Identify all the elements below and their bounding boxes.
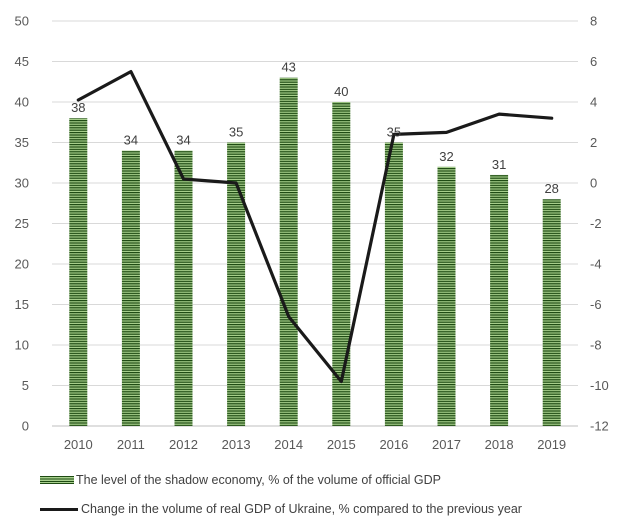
y-right-tick-label: -6: [590, 297, 602, 312]
y-right-tick-label: -2: [590, 216, 602, 231]
y-left-tick-label: 35: [15, 135, 29, 150]
bar-data-label: 32: [439, 149, 453, 164]
y-left-tick-label: 5: [22, 378, 29, 393]
x-tick-label: 2017: [432, 437, 461, 452]
y-left-tick-label: 50: [15, 14, 29, 29]
x-tick-label: 2012: [169, 437, 198, 452]
y-left-tick-label: 30: [15, 176, 29, 191]
legend-item-real-gdp: Change in the volume of real GDP of Ukra…: [40, 502, 522, 516]
x-tick-label: 2018: [485, 437, 514, 452]
bar-data-label: 35: [229, 125, 243, 140]
legend-swatch-bar: [40, 476, 74, 484]
x-tick-label: 2016: [379, 437, 408, 452]
right-axis-ticks: -12 -10 -8 -6 -4 -2 0 2 4 6 8: [590, 14, 609, 434]
y-left-tick-label: 45: [15, 54, 29, 69]
bar-series: [69, 77, 561, 427]
y-left-tick-label: 15: [15, 297, 29, 312]
data-labels: 38 34 34 35 43 40 35 32 31 28: [71, 60, 559, 197]
bar: [121, 150, 140, 426]
x-axis-ticks: 2010 2011 2012 2013 2014 2015 2016 2017 2018 2019: [64, 437, 566, 452]
bar-data-label: 40: [334, 84, 348, 99]
bar: [227, 142, 246, 426]
bar: [279, 77, 298, 426]
y-right-tick-label: -8: [590, 338, 602, 353]
bar: [69, 118, 88, 426]
y-right-tick-label: 4: [590, 95, 597, 110]
bar: [542, 199, 561, 426]
y-right-tick-label: 8: [590, 14, 597, 29]
x-tick-label: 2011: [117, 437, 145, 452]
bar: [384, 142, 403, 426]
bar-data-label: 35: [387, 125, 401, 140]
legend-label-real-gdp: Change in the volume of real GDP of Ukra…: [81, 502, 522, 516]
y-left-tick-label: 25: [15, 216, 29, 231]
y-right-tick-label: 2: [590, 135, 597, 150]
bar: [437, 166, 456, 427]
bar-data-label: 28: [544, 181, 558, 196]
bar-data-label: 38: [71, 100, 85, 115]
x-tick-label: 2010: [64, 437, 93, 452]
y-right-tick-label: -4: [590, 257, 602, 272]
legend-swatch-line: [40, 507, 78, 511]
y-right-tick-label: -12: [590, 419, 609, 434]
gdp-change-line: [76, 69, 554, 384]
bar-data-label: 31: [492, 157, 506, 172]
bar-data-label: 34: [176, 133, 190, 148]
bar-data-label: 43: [281, 60, 295, 75]
x-tick-label: 2019: [537, 437, 566, 452]
bar: [332, 102, 351, 426]
y-left-tick-label: 0: [22, 419, 29, 434]
left-axis-ticks: 0 5 10 15 20 25 30 35 40 45 50: [15, 14, 29, 434]
x-tick-label: 2013: [222, 437, 251, 452]
x-tick-label: 2014: [274, 437, 303, 452]
bar: [490, 174, 509, 426]
bar: [174, 150, 193, 426]
line-series: [76, 69, 554, 384]
y-left-tick-label: 10: [15, 338, 29, 353]
y-right-tick-label: 0: [590, 176, 597, 191]
x-tick-label: 2015: [327, 437, 356, 452]
bar-data-label: 34: [124, 133, 138, 148]
legend-item-shadow-economy: The level of the shadow economy, % of th…: [40, 473, 441, 487]
y-left-tick-label: 20: [15, 257, 29, 272]
y-left-tick-label: 40: [15, 95, 29, 110]
legend-label-shadow-economy: The level of the shadow economy, % of th…: [76, 473, 442, 487]
y-right-tick-label: 6: [590, 54, 597, 69]
y-right-tick-label: -10: [590, 378, 609, 393]
